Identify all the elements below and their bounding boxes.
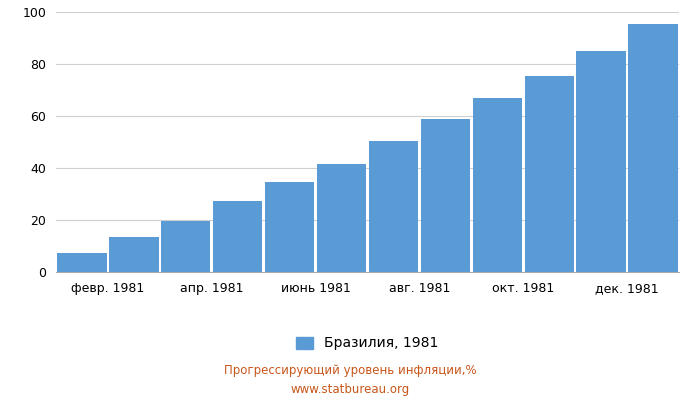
Legend: Бразилия, 1981: Бразилия, 1981	[291, 331, 444, 356]
Bar	[57, 252, 106, 272]
Bar	[213, 201, 262, 272]
Bar	[109, 237, 158, 272]
Bar	[161, 221, 211, 272]
Bar	[524, 76, 574, 272]
Bar	[577, 51, 626, 272]
Text: Прогрессирующий уровень инфляции,%
www.statbureau.org: Прогрессирующий уровень инфляции,% www.s…	[224, 364, 476, 396]
Bar	[421, 118, 470, 272]
Bar	[317, 164, 366, 272]
Bar	[265, 182, 314, 272]
Bar	[473, 98, 522, 272]
Bar	[629, 24, 678, 272]
Bar	[369, 141, 418, 272]
